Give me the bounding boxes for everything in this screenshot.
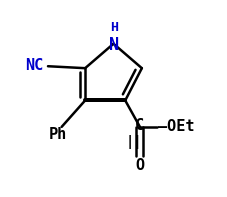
Text: C: C	[135, 118, 144, 133]
Text: N: N	[109, 36, 119, 54]
Text: H: H	[111, 21, 118, 34]
Text: NC: NC	[25, 58, 43, 73]
Text: O: O	[135, 158, 144, 173]
Text: ||: ||	[126, 135, 143, 149]
Text: Ph: Ph	[49, 127, 67, 142]
Text: —OEt: —OEt	[158, 119, 194, 134]
